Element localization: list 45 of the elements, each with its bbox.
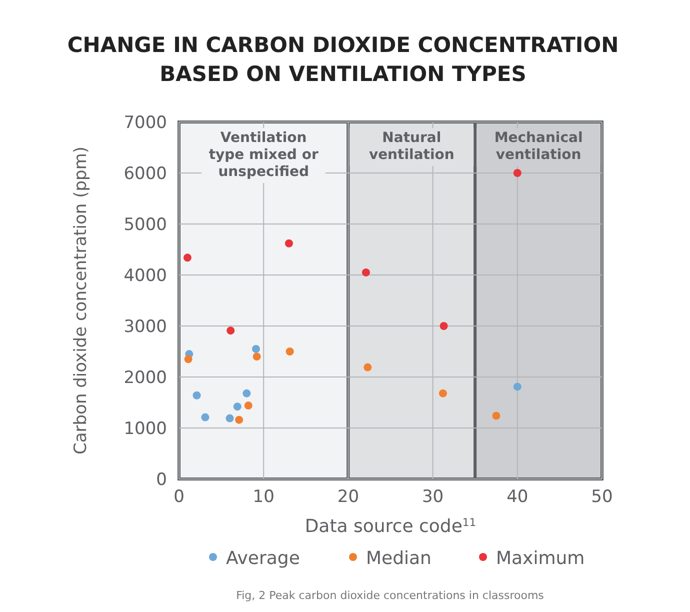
- point: [513, 169, 522, 177]
- point: [233, 402, 242, 411]
- x-tick-label: 30: [422, 487, 444, 507]
- y-tick-label: 4000: [124, 266, 167, 286]
- text: Fig, 2 Peak carbon dioxide concentrations in classrooms: [236, 589, 544, 602]
- point: [201, 413, 210, 422]
- point: [438, 389, 447, 398]
- point: [192, 391, 201, 400]
- legend-label: Average: [226, 548, 300, 569]
- band-label: Mechanical ventilation: [494, 130, 583, 163]
- x-tick-label: 0: [174, 487, 184, 507]
- y-tick-label: 1000: [124, 419, 167, 439]
- y-tick-label: 2000: [124, 368, 167, 388]
- y-tick-label: 0: [156, 470, 167, 490]
- y-tick-label: 6000: [124, 164, 167, 184]
- point: [513, 382, 522, 391]
- point: [184, 355, 192, 364]
- x-axis-title: Data source code$^{11}$: [304, 516, 476, 537]
- point: [286, 348, 294, 356]
- point: [244, 402, 252, 410]
- x-tick-label: 20: [337, 487, 360, 507]
- point: [440, 322, 448, 330]
- y-tick-label: 5000: [124, 215, 167, 235]
- point: [242, 389, 251, 398]
- legend-label: Maximum: [496, 548, 585, 569]
- x-tick-label: 10: [252, 487, 274, 507]
- point: [226, 414, 234, 422]
- y-tick-label: 7000: [124, 113, 167, 133]
- point: [492, 412, 500, 420]
- point: [235, 416, 244, 424]
- point: [183, 254, 192, 262]
- band-label: Ventilation type mixed or unspecified: [208, 130, 318, 180]
- point: [252, 352, 261, 361]
- y-axis-title: Carbon dioxide concentration (ppm): [71, 146, 91, 455]
- point: [252, 344, 260, 353]
- point: [364, 363, 372, 372]
- point: [226, 326, 235, 335]
- y-tick-label: 3000: [124, 317, 167, 337]
- band-label: Natural ventilation: [368, 130, 454, 163]
- x-tick-label: 50: [591, 487, 613, 507]
- chart-title: CHANGE IN CARBON DIOXIDE CONCENTRATION BASED ON VENTILATION TYPES: [67, 33, 619, 86]
- legend-label: Median: [366, 548, 432, 569]
- point: [362, 268, 370, 276]
- point: [284, 239, 293, 248]
- x-tick-label: 40: [506, 487, 528, 507]
